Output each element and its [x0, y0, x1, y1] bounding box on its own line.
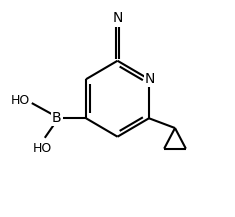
- Text: HO: HO: [33, 142, 52, 155]
- Text: HO: HO: [10, 94, 30, 107]
- Text: N: N: [112, 12, 123, 25]
- Text: B: B: [52, 111, 62, 125]
- Text: N: N: [145, 72, 155, 86]
